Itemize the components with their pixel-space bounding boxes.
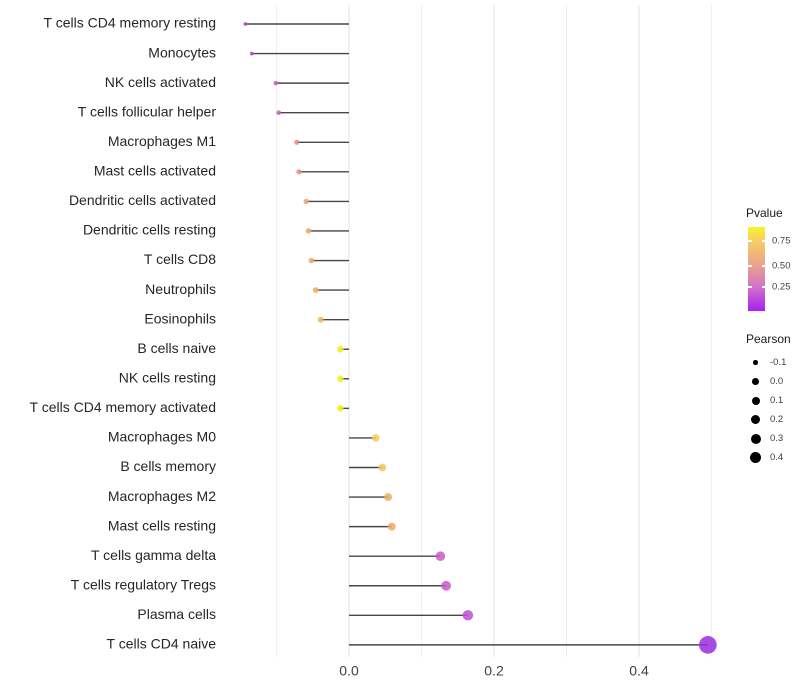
x-axis-tick-label: 0.4 xyxy=(629,663,649,679)
lollipop-point xyxy=(296,169,302,175)
pvalue-tick-notch xyxy=(761,265,765,267)
pvalue-tick-notch xyxy=(748,286,752,288)
y-axis-label: Dendritic cells activated xyxy=(69,192,216,208)
pearson-legend-item: 0.3 xyxy=(748,429,791,448)
lollipop-point xyxy=(305,228,312,234)
lollipop-point xyxy=(441,580,452,591)
y-axis-label: T cells follicular helper xyxy=(78,103,217,119)
y-axis-label: T cells CD4 naive xyxy=(107,636,217,652)
y-axis-label: T cells CD8 xyxy=(144,251,216,267)
pearson-dot-box xyxy=(748,355,763,370)
lollipop-point xyxy=(243,22,248,26)
lollipop-point xyxy=(308,257,315,264)
pearson-dot-box xyxy=(748,374,763,389)
pearson-dot-box xyxy=(748,393,763,408)
pearson-legend-item: 0.0 xyxy=(748,372,791,391)
pearson-dot-box xyxy=(748,412,763,427)
pearson-item-label: 0.0 xyxy=(770,376,784,387)
x-axis-tick-label: 0.0 xyxy=(339,663,359,679)
lollipop-point xyxy=(337,345,344,353)
lollipop-point xyxy=(249,51,254,56)
pearson-legend-item: -0.1 xyxy=(748,353,791,372)
pvalue-tick-label: 0.50 xyxy=(772,260,791,272)
y-axis-label: Neutrophils xyxy=(145,281,216,297)
y-axis-label: B cells naive xyxy=(137,340,216,356)
lollipop-point xyxy=(378,463,387,472)
pearson-size-dot xyxy=(751,396,760,405)
pvalue-tick-notch xyxy=(748,265,752,267)
y-axis-label: Mast cells activated xyxy=(94,163,216,179)
y-axis-label: Mast cells resting xyxy=(108,517,216,533)
lollipop-point xyxy=(276,110,282,116)
lollipop-point xyxy=(435,551,446,561)
pearson-legend-item: 0.4 xyxy=(748,448,791,467)
pearson-dot-box xyxy=(748,450,763,465)
pearson-legend-item: 0.2 xyxy=(748,410,791,429)
pvalue-tick-label: 0.25 xyxy=(772,281,791,293)
pearson-size-dot xyxy=(752,378,759,385)
pearson-dot-box xyxy=(748,431,763,446)
pvalue-colorbar xyxy=(748,227,765,311)
lollipop-point xyxy=(387,522,396,531)
pearson-item-label: 0.1 xyxy=(770,395,784,406)
y-axis-label: Dendritic cells resting xyxy=(83,222,216,238)
y-axis-label: NK cells resting xyxy=(119,369,216,385)
y-axis-label: T cells gamma delta xyxy=(91,547,216,563)
pvalue-tick-notch xyxy=(761,240,765,242)
y-axis-label: T cells regulatory Tregs xyxy=(71,576,216,592)
pvalue-colorbar-wrap: 0.75 0.50 0.25 xyxy=(748,227,791,311)
pearson-size-dot xyxy=(750,452,761,463)
pearson-item-label: -0.1 xyxy=(770,357,787,368)
pvalue-tick-label: 0.75 xyxy=(772,235,791,247)
pearson-legend-items: -0.1 0.0 0.1 0.2 0.3 0.4 xyxy=(746,353,791,467)
pearson-size-dot xyxy=(753,360,758,365)
x-axis-tick-label: 0.2 xyxy=(484,663,504,679)
y-axis-label: Macrophages M0 xyxy=(108,429,216,445)
y-axis-label: B cells memory xyxy=(120,458,216,474)
lollipop-point xyxy=(303,198,309,205)
lollipop-point xyxy=(273,80,279,86)
pearson-item-label: 0.3 xyxy=(770,433,784,444)
lollipop-point xyxy=(312,287,319,293)
y-axis-label: Macrophages M1 xyxy=(108,133,216,149)
lollipop-point xyxy=(384,493,393,502)
y-axis-label: Monocytes xyxy=(148,44,216,60)
pearson-legend: Pearson -0.1 0.0 0.1 0.2 0.3 0.4 xyxy=(746,332,791,467)
pearson-legend-title: Pearson xyxy=(746,332,791,346)
lollipop-point xyxy=(372,434,380,442)
y-axis-label: T cells CD4 memory resting xyxy=(44,15,216,31)
y-axis-label: Plasma cells xyxy=(137,606,216,622)
y-axis-label: T cells CD4 memory activated xyxy=(30,399,216,415)
lollipop-point xyxy=(337,375,344,383)
pvalue-tick-notch xyxy=(761,286,765,288)
pearson-size-dot xyxy=(750,433,761,444)
pearson-legend-item: 0.1 xyxy=(748,391,791,410)
lollipop-point xyxy=(294,139,300,145)
pearson-item-label: 0.2 xyxy=(770,414,784,425)
lollipop-point xyxy=(317,316,324,323)
pearson-item-label: 0.4 xyxy=(770,452,784,463)
pvalue-legend-title: Pvalue xyxy=(746,206,783,220)
y-axis-label: Eosinophils xyxy=(144,310,216,326)
lollipop-point xyxy=(462,610,474,621)
pvalue-tick-notch xyxy=(748,240,752,242)
pearson-size-dot xyxy=(751,415,760,424)
pvalue-legend: Pvalue 0.75 0.50 0.25 xyxy=(746,206,791,311)
y-axis-label: Macrophages M2 xyxy=(108,488,216,504)
lollipop-point xyxy=(699,636,717,654)
y-axis-label: NK cells activated xyxy=(105,74,216,90)
lollipop-point xyxy=(337,405,344,412)
